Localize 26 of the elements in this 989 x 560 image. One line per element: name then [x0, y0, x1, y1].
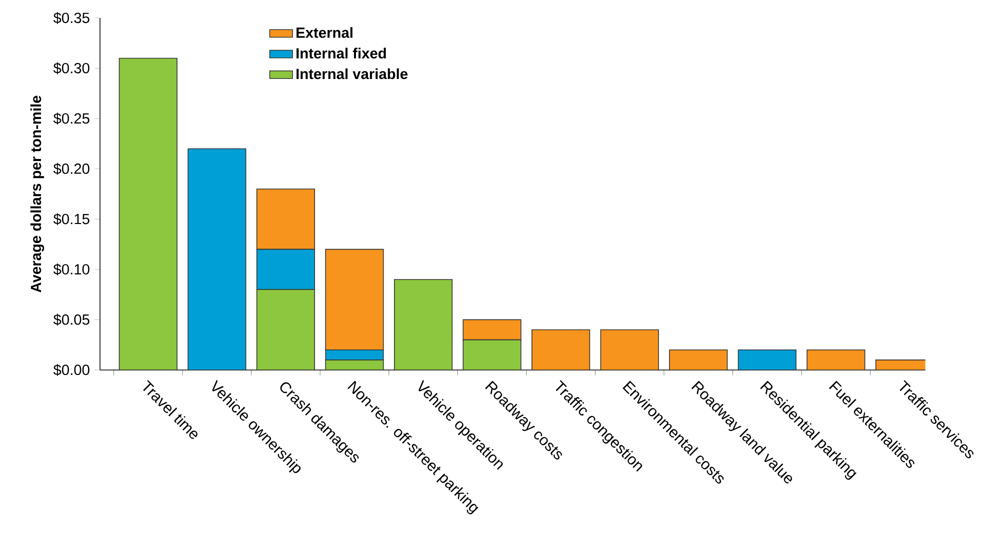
y-tick-label: $0.25 [53, 112, 90, 125]
bar [462, 339, 522, 370]
legend-label: Internal fixed [296, 48, 386, 59]
y-tick-label: $0.30 [53, 62, 90, 74]
legend-label: External [296, 27, 352, 38]
bar [256, 188, 315, 250]
bar [600, 329, 659, 370]
bar [325, 248, 384, 350]
bar [394, 279, 453, 370]
legend-label: Internal variable [296, 68, 408, 80]
y-tick-label: $0.00 [53, 364, 90, 376]
bar [188, 148, 246, 370]
y-tick-label: $0.10 [53, 263, 90, 276]
bar [256, 248, 315, 290]
bar [669, 349, 728, 370]
bar [462, 319, 522, 340]
y-tick-label: $0.20 [53, 162, 90, 175]
bar [738, 349, 796, 370]
y-tick-label: $0.15 [53, 213, 90, 226]
bar [532, 329, 590, 370]
y-axis-title: Average dollars per ton-mile [30, 96, 44, 292]
bar [806, 349, 866, 370]
y-tick-label: $0.05 [53, 314, 90, 326]
y-tick-label: $0.35 [53, 12, 90, 24]
bar [118, 58, 178, 370]
bar [256, 289, 315, 370]
